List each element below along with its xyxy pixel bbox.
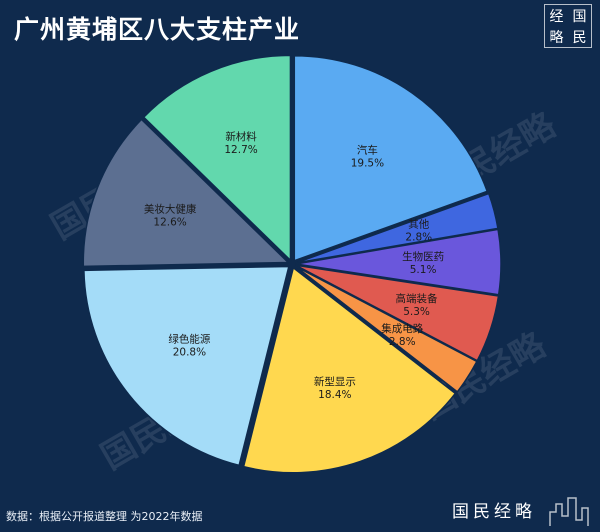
slice-percent: 12.7%: [224, 144, 257, 156]
slice-percent: 5.1%: [410, 264, 437, 276]
logo-char: 略: [549, 29, 564, 46]
pie-slice-0: [293, 54, 488, 262]
slice-label: 新型显示: [314, 375, 356, 388]
slice-percent: 19.5%: [351, 158, 384, 170]
slice-percent: 2.8%: [389, 336, 416, 348]
pie-slice-8: [142, 54, 292, 262]
logo-char: 民: [572, 29, 587, 46]
slice-percent: 5.3%: [403, 306, 430, 318]
slice-label: 新材料: [225, 130, 257, 143]
slice-label: 其他: [408, 218, 429, 231]
pie-slice-3: [295, 264, 500, 362]
source-note: 数据：根据公开报道整理 为2022年数据: [6, 510, 203, 523]
slice-label: 汽车: [357, 144, 378, 157]
slice-label: 生物医药: [402, 250, 444, 263]
slice-label: 绿色能源: [168, 333, 210, 346]
slice-percent: 20.8%: [173, 347, 206, 359]
brand-logo-seal: 经 国 略 民: [544, 4, 592, 48]
pie-slice-5: [242, 267, 457, 474]
pie-slices: [82, 54, 502, 474]
chart-title: 广州黄埔区八大支柱产业: [14, 15, 301, 44]
pie-slice-6: [83, 265, 290, 467]
slice-label: 集成电路: [381, 322, 423, 335]
slice-label: 高端装备: [396, 292, 438, 305]
slice-percent: 18.4%: [318, 389, 351, 401]
pie-slice-2: [295, 228, 502, 296]
slice-percent: 12.6%: [153, 217, 186, 229]
brand-footer: 国民经略: [452, 502, 536, 522]
pie-slice-4: [294, 265, 478, 393]
pie-slice-1: [295, 192, 499, 264]
logo-char: 经: [549, 8, 564, 25]
slice-label: 美妆大健康: [144, 203, 197, 216]
slice-percent: 2.8%: [405, 232, 432, 244]
logo-char: 国: [572, 8, 587, 25]
pie-labels: 汽车19.5%其他2.8%生物医药5.1%高端装备5.3%集成电路2.8%新型显…: [144, 130, 444, 401]
pie-slice-7: [82, 118, 290, 268]
building-icon: [549, 497, 589, 526]
